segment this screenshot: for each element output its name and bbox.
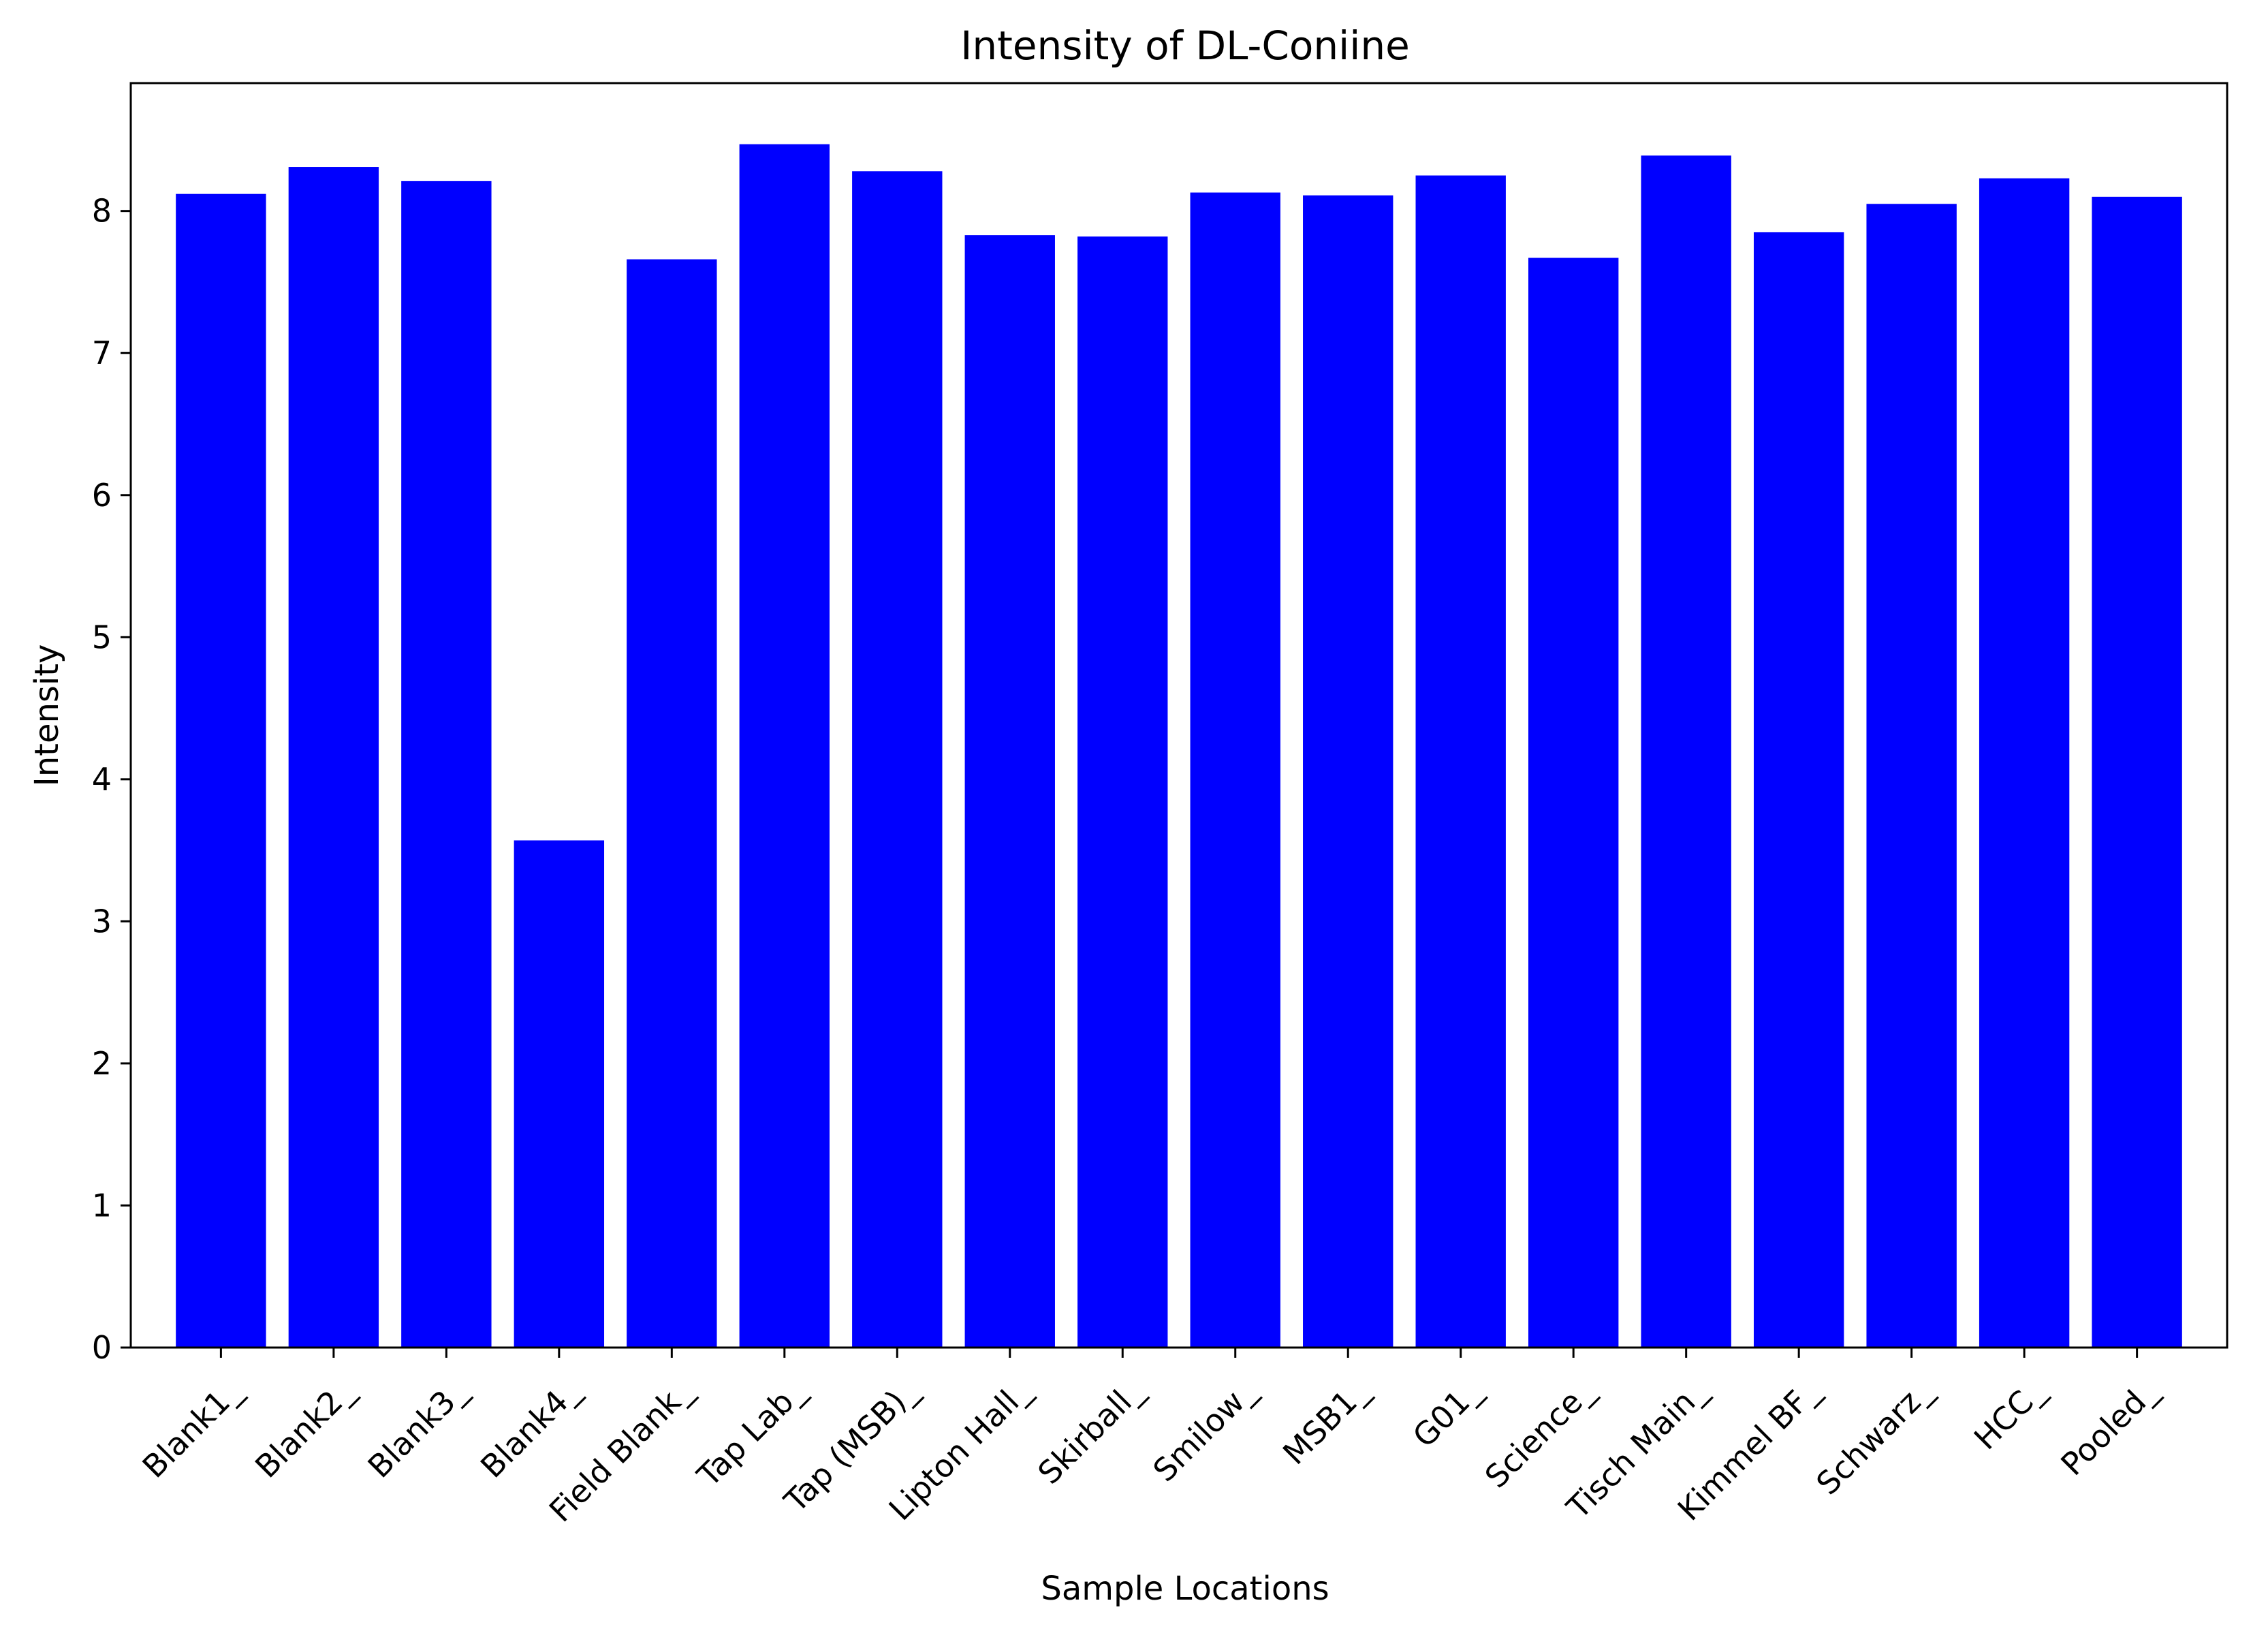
bar-blank3 [401,181,492,1348]
y-tick-label: 3 [92,903,112,939]
bar-tap-lab [739,144,830,1348]
x-axis-label: Sample Locations [1041,1570,1329,1608]
bar-schwarz [1866,204,1957,1348]
x-tick-label: MSB1_ [1276,1371,1376,1472]
x-tick-label: Blank4_ [473,1371,587,1485]
bar-g01 [1415,175,1506,1348]
bar-blank2 [288,167,379,1348]
chart-title: Intensity of DL-Coniine [960,22,1410,69]
bar-skirball [1077,236,1168,1348]
bar-field-blank [627,259,717,1348]
x-tick-label: Skirball_ [1030,1371,1150,1491]
bar-hcc [1979,178,2070,1348]
plot-frame [129,82,2228,1349]
x-tick-label: Blank1_ [136,1371,249,1485]
bar-science [1528,258,1619,1348]
bar-msb1 [1303,195,1393,1348]
y-tick-label: 2 [92,1045,112,1082]
bar-smilow [1190,192,1280,1348]
x-tick-label: Blank3_ [361,1371,475,1485]
y-tick-label: 7 [92,335,112,371]
x-tick-label: Schwarz_ [1809,1371,1939,1502]
y-axis-label: Intensity [28,644,66,787]
x-tick-label: Blank2_ [248,1371,362,1485]
y-tick-label: 1 [92,1187,112,1224]
y-tick-label: 0 [92,1329,112,1366]
y-tick-label: 6 [92,477,112,514]
y-axis: 0 1 2 3 4 5 6 7 8 [92,193,131,1366]
x-axis: Blank1_ Blank2_ Blank3_ Blank4_Field Blank_… [136,1348,2164,1529]
y-tick-label: 5 [92,619,112,655]
y-tick-label: 4 [92,761,112,798]
x-tick-label: HCC_ [1967,1371,2052,1457]
x-tick-label: G01_ [1406,1371,1489,1455]
bar-tisch-main [1641,155,1731,1348]
bar-tap-msb [852,171,943,1348]
x-tick-label: Smilow_ [1146,1371,1263,1489]
bar-blank4 [514,840,605,1348]
bar-lipton-hall [964,235,1055,1348]
bar-kimmel-bf [1753,232,1844,1348]
bar-blank1 [176,193,266,1348]
bar-pooled [2092,196,2182,1348]
bars-group [176,144,2182,1348]
x-tick-label: Pooled_ [2053,1371,2164,1482]
y-tick-label: 8 [92,193,112,230]
